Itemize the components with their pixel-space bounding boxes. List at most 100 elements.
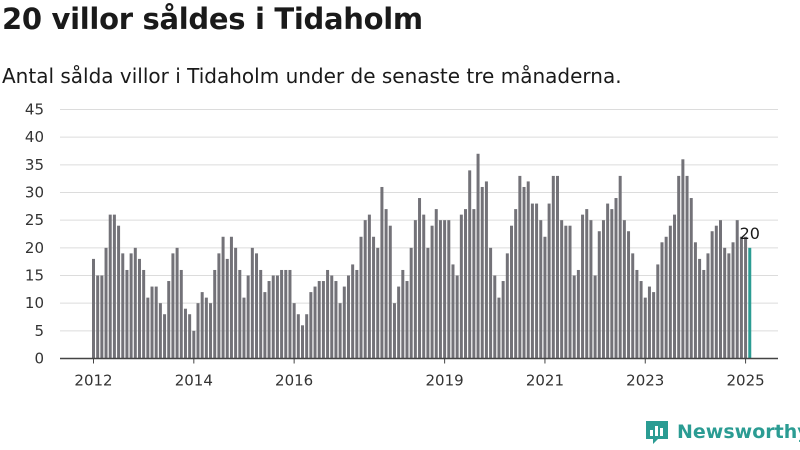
bar xyxy=(401,269,405,359)
bar xyxy=(447,220,451,359)
bar xyxy=(681,159,685,359)
bar xyxy=(710,231,714,359)
x-tick-label: 2023 xyxy=(626,372,664,390)
bar xyxy=(714,225,718,359)
bar xyxy=(296,314,300,359)
bar xyxy=(137,258,141,359)
bar xyxy=(459,214,463,359)
bar xyxy=(338,303,342,359)
bar xyxy=(601,220,605,359)
y-tick-label: 5 xyxy=(34,322,44,340)
bar xyxy=(551,175,555,359)
bar xyxy=(727,253,731,359)
bar xyxy=(275,275,279,359)
bar xyxy=(188,314,192,359)
last-value-label: 20 xyxy=(740,224,760,243)
bar xyxy=(560,220,564,359)
bar xyxy=(100,275,104,359)
bar xyxy=(484,181,488,359)
bar xyxy=(698,258,702,359)
bar xyxy=(167,281,171,359)
bar xyxy=(133,247,137,359)
chart-title: 20 villor såldes i Tidaholm xyxy=(2,2,423,36)
bar xyxy=(104,247,108,359)
bar xyxy=(581,214,585,359)
y-tick-label: 45 xyxy=(25,101,44,119)
bar xyxy=(234,247,238,359)
x-tick-label: 2025 xyxy=(726,372,764,390)
bar xyxy=(572,275,576,359)
bar xyxy=(614,198,618,359)
bar xyxy=(146,297,150,359)
bar xyxy=(392,303,396,359)
bar xyxy=(267,281,271,359)
bar xyxy=(723,247,727,359)
bar xyxy=(468,170,472,359)
bar xyxy=(543,236,547,359)
bar xyxy=(589,220,593,359)
bar xyxy=(438,220,442,359)
bar xyxy=(242,297,246,359)
bar xyxy=(229,236,233,359)
bar xyxy=(489,247,493,359)
bar xyxy=(652,292,656,359)
bar xyxy=(179,269,183,359)
bar xyxy=(706,253,710,359)
bar xyxy=(288,269,292,359)
bar xyxy=(250,247,254,359)
bar xyxy=(739,236,743,359)
bar xyxy=(271,275,275,359)
newsworthy-icon xyxy=(646,421,668,444)
bar xyxy=(204,297,208,359)
bar xyxy=(635,269,639,359)
bar xyxy=(719,220,722,359)
bar xyxy=(443,220,447,359)
bar xyxy=(280,269,284,359)
bar xyxy=(476,153,480,359)
newsworthy-logo[interactable]: Newsworthy xyxy=(644,419,800,445)
bar xyxy=(313,286,317,359)
bar xyxy=(627,231,631,359)
bar xyxy=(117,225,121,359)
bar xyxy=(330,275,334,359)
bar xyxy=(564,225,568,359)
bar xyxy=(744,236,748,359)
bar xyxy=(472,209,476,359)
bar xyxy=(434,209,438,359)
bar xyxy=(702,269,706,359)
bar xyxy=(555,175,559,359)
bar xyxy=(217,253,221,359)
bar xyxy=(238,269,242,359)
bar xyxy=(593,275,597,359)
bar xyxy=(209,303,213,359)
bar xyxy=(451,264,455,359)
bar xyxy=(510,225,513,359)
chart-subtitle: Antal sålda villor i Tidaholm under de s… xyxy=(2,64,622,88)
x-axis: 2012 2014 2016 2019 2021 2023 2025 xyxy=(60,357,778,390)
bar xyxy=(397,286,401,359)
bar-series xyxy=(92,153,752,359)
bar xyxy=(426,247,430,359)
x-tick-label: 2014 xyxy=(175,372,213,390)
bar xyxy=(610,209,614,359)
bar xyxy=(221,236,225,359)
bar xyxy=(183,308,187,359)
bar xyxy=(673,214,677,359)
bar xyxy=(497,297,501,359)
bar xyxy=(530,203,534,359)
brand-name: Newsworthy xyxy=(677,421,800,443)
bar xyxy=(154,286,158,359)
bar xyxy=(668,225,672,359)
bar xyxy=(292,303,296,359)
bar xyxy=(326,269,330,359)
y-tick-label: 15 xyxy=(25,267,44,285)
y-axis: 0 5 10 15 20 25 30 35 40 45 xyxy=(25,101,44,368)
bar xyxy=(263,292,267,359)
x-tick-label: 2021 xyxy=(526,372,564,390)
bar xyxy=(522,186,526,359)
bar xyxy=(660,242,664,359)
bar xyxy=(380,186,384,359)
bar xyxy=(576,269,580,359)
y-tick-label: 25 xyxy=(25,211,44,229)
bar xyxy=(346,275,350,359)
